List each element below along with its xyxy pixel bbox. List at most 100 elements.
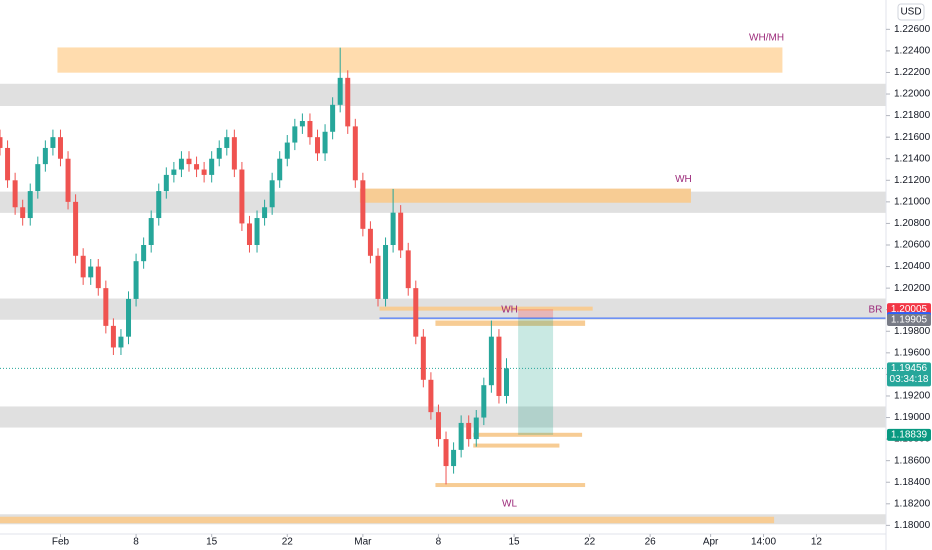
y-tick-label: 1.19200 <box>894 391 931 402</box>
candle-body <box>194 164 200 170</box>
candle-body <box>50 137 56 148</box>
y-tick-label: 1.20200 <box>894 283 931 294</box>
y-tick-label: 1.20800 <box>894 218 931 229</box>
currency: USD <box>900 7 921 18</box>
x-tick-label: 15 <box>508 537 520 548</box>
annotation: WL <box>502 498 517 509</box>
annotation: BR <box>868 304 882 315</box>
candle-body <box>80 255 86 278</box>
candle-body <box>239 169 245 224</box>
x-tick-label: 14:00 <box>751 537 776 548</box>
x-tick-label: 12 <box>811 537 823 548</box>
annotation: WH <box>675 174 692 185</box>
price-label: 1.19456 <box>891 363 928 374</box>
position-target <box>518 318 554 435</box>
candle-body <box>12 180 18 208</box>
level <box>435 483 586 488</box>
y-tick-label: 1.19800 <box>894 326 931 337</box>
candle-body <box>352 126 358 181</box>
y-tick-label: 1.20600 <box>894 240 931 251</box>
candle-body <box>246 223 252 246</box>
candle-body <box>65 158 71 202</box>
supply-zone <box>435 320 586 326</box>
candle-body <box>27 191 33 219</box>
candle-body <box>231 137 237 170</box>
y-tick-label: 1.21200 <box>894 175 931 186</box>
support-zone <box>0 83 886 107</box>
candle-body <box>345 77 351 127</box>
countdown: 03:34:18 <box>890 374 929 385</box>
price-label-box <box>887 313 931 326</box>
x-tick-label: Apr <box>703 537 719 548</box>
candle-body <box>42 147 48 165</box>
candle-body <box>428 379 434 413</box>
candle-body <box>383 245 389 299</box>
candle-body <box>95 266 101 289</box>
candle-body <box>163 174 169 192</box>
candle-body <box>307 120 313 138</box>
annotation: WH/MH <box>749 33 784 44</box>
candle-body <box>201 169 207 175</box>
candle-body <box>299 120 305 127</box>
candle-body <box>435 412 441 440</box>
y-tick-label: 1.22600 <box>894 24 931 35</box>
candle-body <box>171 169 177 175</box>
candle-body <box>0 137 3 148</box>
y-tick-label: 1.21600 <box>894 132 931 143</box>
candle-body <box>133 261 139 299</box>
price-label: 1.20005 <box>891 304 928 315</box>
candle-body <box>224 137 230 148</box>
candle-body <box>254 218 260 246</box>
candle-body <box>330 104 336 132</box>
y-tick-label: 1.22400 <box>894 46 931 57</box>
candle-body <box>398 212 404 251</box>
candle-body <box>315 137 321 154</box>
y-tick-label: 1.19600 <box>894 347 931 358</box>
candle-body <box>126 298 132 337</box>
candle-body <box>20 207 26 219</box>
candle-body <box>118 336 124 348</box>
candle-body <box>292 126 298 143</box>
plot-area: WH/MH WH WH WL BR <box>0 33 886 525</box>
candle-body <box>496 336 502 396</box>
y-tick-label: 1.21000 <box>894 197 931 208</box>
x-tick-label: 15 <box>206 537 218 548</box>
y-tick-label: 1.18400 <box>894 477 931 488</box>
candle-body <box>35 164 41 192</box>
candle-body <box>5 147 11 181</box>
candle-body <box>451 449 457 467</box>
y-tick-label: 1.19000 <box>894 412 931 423</box>
y-tick-label: 1.18600 <box>894 455 931 466</box>
candle-body <box>413 288 419 337</box>
candle-body <box>360 180 366 229</box>
candle-body <box>488 336 494 386</box>
currency-box[interactable] <box>897 3 925 21</box>
y-tick-label: 1.21400 <box>894 153 931 164</box>
price-label-box <box>887 362 931 387</box>
price-label: 1.19905 <box>891 315 928 326</box>
candle-body <box>110 325 116 348</box>
level <box>473 432 583 437</box>
candle-body <box>443 439 449 467</box>
candle-body <box>262 207 268 219</box>
candle-body <box>209 158 215 175</box>
y-tick-label: 1.18200 <box>894 498 931 509</box>
candle-body <box>73 201 79 256</box>
candle-body <box>458 422 464 450</box>
supply-zone <box>0 516 775 524</box>
candle-body <box>269 180 275 208</box>
x-tick-label: 22 <box>584 537 596 548</box>
x-tick-label: Feb <box>52 537 70 548</box>
candle-body <box>216 147 222 159</box>
position-stop <box>518 309 554 319</box>
candle-body <box>103 288 109 326</box>
candle-body <box>186 158 192 165</box>
candle-body <box>284 142 290 159</box>
supply-zone <box>359 188 691 203</box>
x-tick-label: Mar <box>354 537 372 548</box>
candle-body <box>322 131 328 154</box>
candle-body <box>148 218 154 246</box>
candle-body <box>473 417 479 440</box>
